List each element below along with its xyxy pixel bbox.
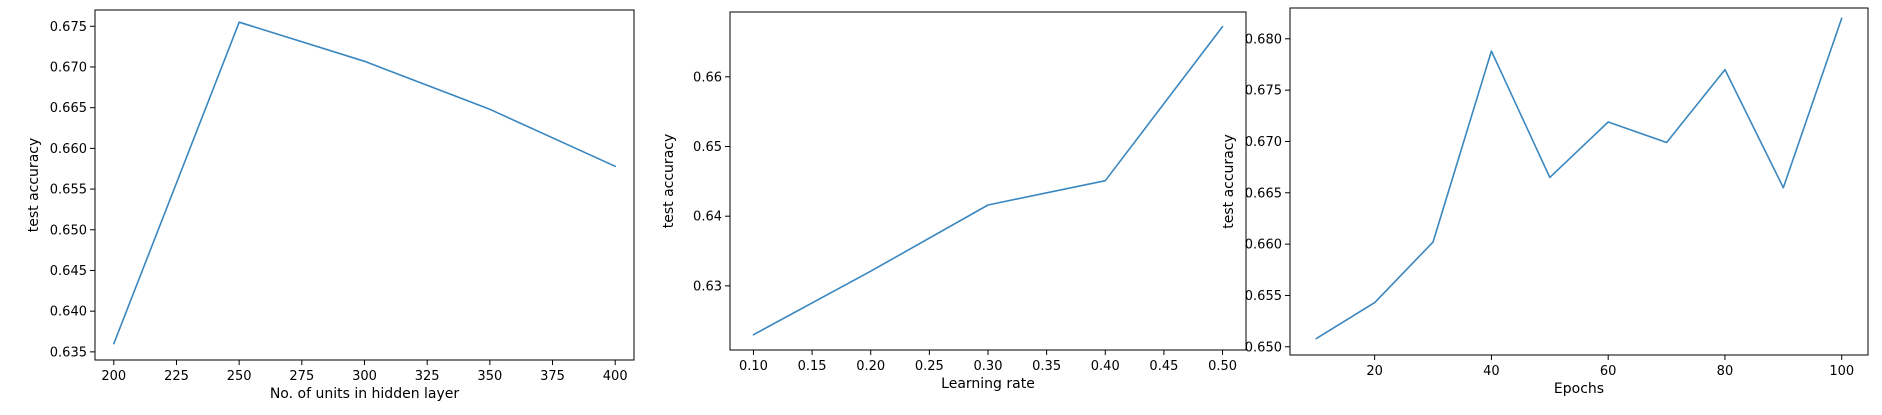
y-tick-label-1-1: 0.640 — [50, 305, 87, 320]
x-tick-label-3-0: 20 — [1366, 364, 1383, 379]
x-tick-label-2-3: 0.25 — [915, 359, 944, 374]
series-line-1 — [113, 21, 617, 345]
x-tick-label-1-4: 300 — [352, 369, 377, 384]
series-line-3 — [1315, 17, 1843, 340]
y-tick-label-2-3: 0.66 — [693, 70, 722, 85]
y-tick-label-3-5: 0.675 — [1245, 84, 1282, 99]
y-tick-label-1-0: 0.635 — [50, 345, 87, 360]
x-tick-label-2-2: 0.20 — [856, 359, 885, 374]
plot-frame-3 — [1289, 7, 1869, 356]
x-tick-label-1-6: 350 — [477, 369, 502, 384]
x-axis-label-3: Epochs — [1554, 381, 1604, 397]
y-tick-label-1-2: 0.645 — [50, 264, 87, 279]
y-tick-label-1-8: 0.675 — [50, 20, 87, 35]
plot-frame-2 — [729, 11, 1247, 351]
x-axis-label-2: Learning rate — [941, 376, 1035, 392]
x-tick-label-2-1: 0.15 — [798, 359, 827, 374]
x-tick-label-1-3: 275 — [289, 369, 314, 384]
subplot-2: 0.10 0.15 0.20 0.25 0.30 0.35 0.40 0.45 0.50 0.63… — [661, 11, 1247, 392]
x-tick-label-2-0: 0.10 — [739, 359, 768, 374]
y-tick-label-3-3: 0.665 — [1245, 186, 1282, 201]
x-tick-label-1-1: 225 — [164, 369, 189, 384]
x-tick-label-1-8: 400 — [603, 369, 628, 384]
y-tick-label-1-6: 0.665 — [50, 101, 87, 116]
y-tick-label-2-1: 0.64 — [693, 210, 722, 225]
x-axis-label-1: No. of units in hidden layer — [270, 386, 460, 402]
x-tick-label-2-6: 0.40 — [1091, 359, 1120, 374]
x-tick-label-1-0: 200 — [101, 369, 126, 384]
y-tick-label-3-6: 0.680 — [1245, 32, 1282, 47]
y-tick-label-3-1: 0.655 — [1245, 289, 1282, 304]
x-tick-label-2-5: 0.35 — [1032, 359, 1061, 374]
y-axis-label-2: test accuracy — [661, 134, 677, 229]
x-tick-label-1-2: 250 — [227, 369, 252, 384]
subplot-1: 200 225 250 275 300 325 350 375 400 0.635 0.640 0.6… — [26, 9, 635, 402]
y-tick-label-2-2: 0.65 — [693, 140, 722, 155]
x-tick-label-2-8: 0.50 — [1208, 359, 1237, 374]
x-tick-label-2-7: 0.45 — [1149, 359, 1178, 374]
x-tick-label-3-3: 80 — [1717, 364, 1734, 379]
x-tick-label-1-5: 325 — [415, 369, 440, 384]
x-tick-label-1-7: 375 — [540, 369, 565, 384]
y-tick-label-1-7: 0.670 — [50, 60, 87, 75]
y-tick-label-3-2: 0.660 — [1245, 238, 1282, 253]
x-tick-label-2-4: 0.30 — [974, 359, 1003, 374]
y-tick-label-1-3: 0.650 — [50, 223, 87, 238]
y-axis-label-3: test accuracy — [1221, 134, 1237, 229]
y-axis-label-1: test accuracy — [26, 138, 42, 233]
y-tick-label-1-4: 0.655 — [50, 183, 87, 198]
x-tick-label-3-2: 60 — [1600, 364, 1617, 379]
x-tick-label-3-4: 100 — [1829, 364, 1854, 379]
x-tick-label-3-1: 40 — [1483, 364, 1500, 379]
y-tick-label-3-4: 0.670 — [1245, 135, 1282, 150]
y-tick-label-3-0: 0.650 — [1245, 340, 1282, 355]
series-line-2 — [752, 25, 1224, 336]
subplot-3: 20 40 60 80 100 0.650 0.655 0.660 0.665 0.670 0.67… — [1221, 7, 1869, 397]
y-tick-label-2-0: 0.63 — [693, 279, 722, 294]
y-tick-label-1-5: 0.660 — [50, 142, 87, 157]
